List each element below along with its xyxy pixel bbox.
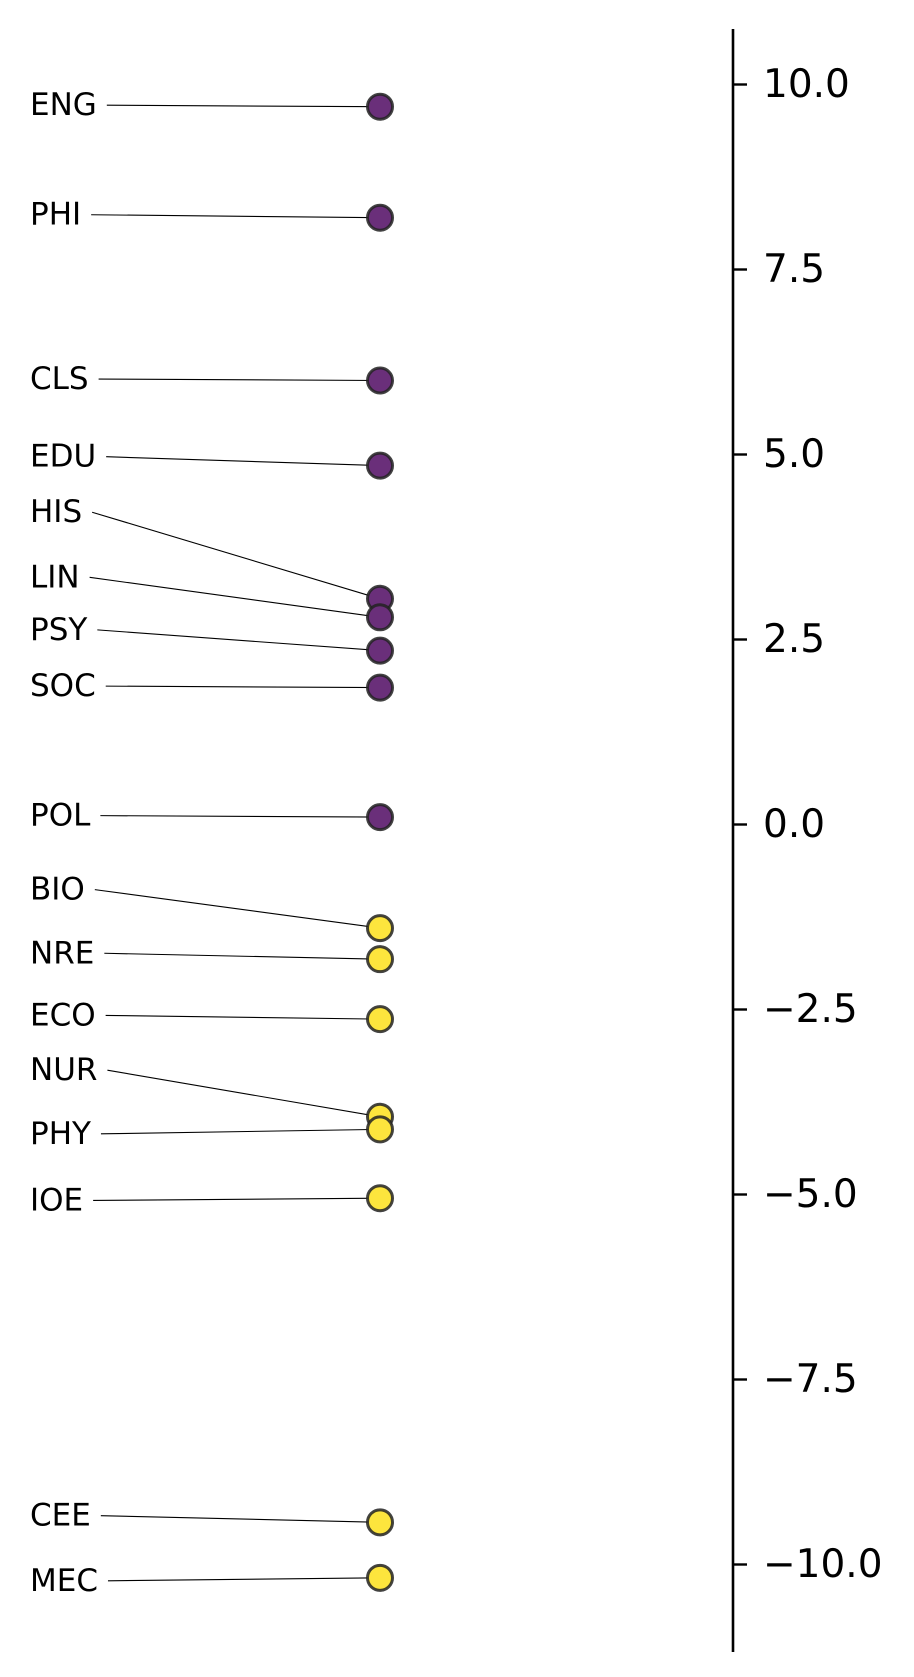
point-psy: [366, 636, 394, 665]
label-phi: PHI: [30, 197, 81, 233]
label-soc: SOC: [30, 668, 96, 704]
point-ioe: [366, 1184, 394, 1213]
label-phy: PHY: [30, 1116, 91, 1152]
point-pol: [366, 803, 394, 832]
point-nre: [366, 945, 394, 974]
connector-mec: [107, 1577, 381, 1582]
connector-nur: [107, 1069, 381, 1118]
label-nre: NRE: [30, 935, 94, 971]
connector-edu: [106, 456, 381, 467]
point-eco: [366, 1005, 394, 1034]
connector-pol: [100, 815, 381, 818]
label-eco: ECO: [30, 997, 96, 1033]
connector-lines: [89, 104, 381, 1582]
point-phy: [366, 1115, 394, 1144]
connector-phi: [91, 214, 381, 219]
connector-cls: [98, 378, 381, 382]
y-tick-label: −10.0: [763, 1542, 883, 1587]
connector-ioe: [93, 1197, 381, 1201]
label-nur: NUR: [30, 1052, 97, 1088]
label-ioe: IOE: [30, 1182, 83, 1218]
label-cee: CEE: [30, 1498, 91, 1534]
connector-psy: [97, 629, 381, 652]
y-tick-label: 7.5: [763, 247, 825, 292]
point-cls: [366, 366, 394, 395]
point-bio: [366, 914, 394, 943]
label-edu: EDU: [30, 439, 96, 475]
point-cee: [366, 1508, 394, 1537]
point-labels: ENG PHI CLS EDU HIS LIN PSY SOC POL BIO NRE ECO NUR P…: [30, 87, 98, 1599]
point-phi: [366, 203, 394, 232]
y-tick-label: 5.0: [763, 432, 825, 477]
connector-eng: [106, 104, 381, 108]
connector-eco: [105, 1014, 381, 1020]
label-psy: PSY: [30, 612, 87, 648]
point-soc: [366, 673, 394, 702]
y-axis: 10.0 7.5 5.0 2.5 0.0 −2.5 −5.0 −7.5 −10.0: [731, 29, 883, 1652]
connector-soc: [105, 685, 381, 689]
y-tick-label: 0.0: [763, 802, 825, 847]
point-mec: [366, 1563, 394, 1592]
y-tick-label: −7.5: [763, 1357, 858, 1402]
label-bio: BIO: [30, 872, 85, 908]
label-mec: MEC: [30, 1563, 98, 1599]
label-cls: CLS: [30, 361, 89, 397]
label-eng: ENG: [30, 87, 97, 123]
label-lin: LIN: [30, 559, 80, 595]
y-tick-label: −5.0: [763, 1172, 858, 1217]
label-pol: POL: [30, 798, 91, 834]
label-his: HIS: [30, 494, 82, 530]
connector-bio: [94, 889, 381, 929]
y-tick-label: −2.5: [763, 987, 858, 1032]
connector-his: [91, 511, 381, 600]
y-tick-label: 2.5: [763, 617, 825, 662]
point-lin: [366, 603, 394, 632]
point-edu: [366, 451, 394, 480]
connector-phy: [100, 1128, 381, 1135]
connector-lin: [89, 576, 381, 618]
y-tick-label: 10.0: [763, 62, 850, 107]
connector-cee: [100, 1515, 381, 1523]
data-points: [366, 92, 394, 1592]
connector-nre: [104, 952, 381, 960]
point-eng: [366, 92, 394, 121]
